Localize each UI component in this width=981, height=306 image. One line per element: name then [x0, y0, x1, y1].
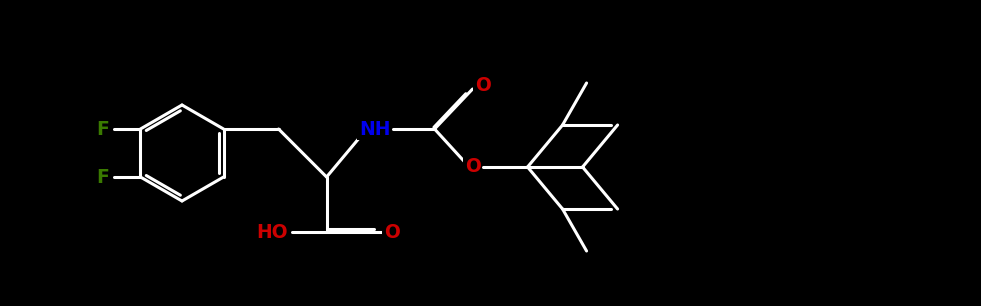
Text: HO: HO [256, 222, 287, 241]
Text: F: F [96, 167, 109, 186]
Text: O: O [384, 222, 399, 241]
Text: F: F [96, 120, 109, 139]
Text: NH: NH [359, 120, 390, 139]
Text: O: O [465, 158, 481, 177]
Text: O: O [475, 76, 490, 95]
